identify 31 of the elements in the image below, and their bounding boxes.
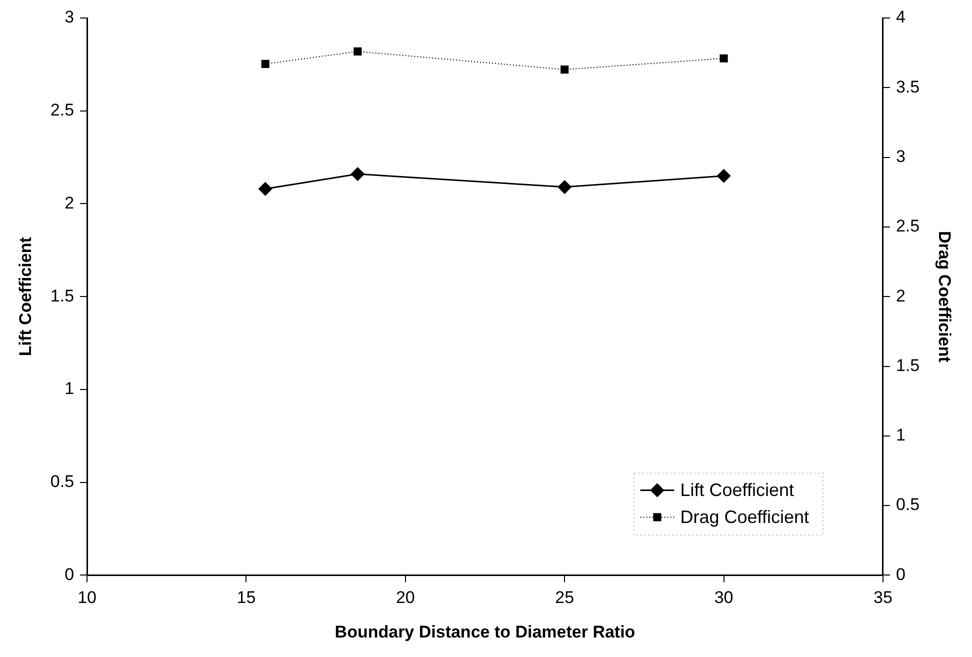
y2-tick-label: 2	[896, 286, 906, 306]
legend-label: Lift Coefficient	[680, 480, 794, 500]
y-axis-title: Lift Coefficient	[16, 236, 35, 356]
y2-tick-label: 2.5	[896, 216, 920, 236]
point	[717, 169, 731, 183]
point	[258, 182, 272, 196]
y2-tick-label: 1	[896, 426, 906, 445]
y2-axis-title: Drag Coefficient	[935, 230, 954, 363]
point	[558, 180, 572, 194]
legend-label: Drag Coefficient	[680, 507, 809, 528]
y2-tick-label: 4	[896, 8, 906, 27]
y-tick-label: 0	[64, 564, 74, 584]
y-tick-label: 0.5	[50, 472, 74, 492]
x-tick-label: 35	[874, 588, 892, 608]
y2-tick-label: 1.5	[896, 356, 920, 375]
y2-tick-label: 3	[896, 146, 906, 166]
x-axis-title: Boundary Distance to Diameter Ratio	[334, 622, 636, 642]
y2-tick-label: 0	[896, 564, 906, 584]
x-tick-label: 25	[555, 588, 574, 608]
point	[350, 167, 364, 181]
x-tick-label: 15	[236, 588, 256, 608]
x-tick-label: 20	[396, 588, 415, 608]
x-tick-label: 10	[78, 588, 96, 608]
y2-tick-label: 0.5	[896, 495, 920, 514]
y-tick-label: 1	[64, 379, 74, 398]
x-tick-label: 30	[714, 588, 734, 608]
y-tick-label: 1.5	[50, 286, 74, 306]
y-tick-label: 2	[64, 193, 74, 212]
y-tick-label: 2.5	[50, 100, 74, 120]
y2-tick-label: 3.5	[896, 77, 920, 96]
y-tick-label: 3	[64, 8, 74, 27]
